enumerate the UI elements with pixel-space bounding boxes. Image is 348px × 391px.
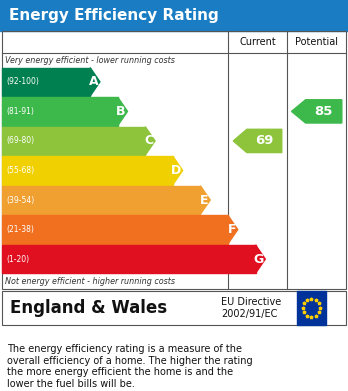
Text: (81-91): (81-91)	[6, 107, 34, 116]
Text: EU Directive
2002/91/EC: EU Directive 2002/91/EC	[221, 297, 281, 319]
Text: The energy efficiency rating is a measure of the
overall efficiency of a home. T: The energy efficiency rating is a measur…	[7, 344, 253, 389]
Text: F: F	[228, 223, 236, 236]
Text: Current: Current	[239, 37, 276, 47]
Text: (55-68): (55-68)	[6, 166, 34, 175]
Text: A: A	[88, 75, 98, 88]
Bar	[2, 97, 118, 126]
Bar	[2, 291, 346, 325]
Bar	[2, 31, 346, 289]
Bar	[2, 245, 255, 273]
Text: B: B	[116, 105, 126, 118]
Text: C: C	[144, 135, 153, 147]
Text: G: G	[253, 253, 263, 265]
Polygon shape	[90, 68, 100, 96]
Polygon shape	[233, 129, 282, 152]
Text: (39-54): (39-54)	[6, 196, 34, 204]
Polygon shape	[292, 100, 342, 123]
Polygon shape	[255, 245, 265, 273]
Bar	[2, 215, 228, 244]
Text: Potential: Potential	[295, 37, 338, 47]
Polygon shape	[173, 156, 183, 185]
Text: England & Wales: England & Wales	[10, 299, 168, 317]
Bar	[0, 0, 348, 31]
Text: 85: 85	[315, 105, 333, 118]
Polygon shape	[118, 97, 127, 126]
Text: (92-100): (92-100)	[6, 77, 39, 86]
Text: (1-20): (1-20)	[6, 255, 29, 264]
Polygon shape	[200, 186, 210, 214]
Text: (21-38): (21-38)	[6, 225, 34, 234]
Polygon shape	[228, 215, 238, 244]
Text: D: D	[171, 164, 181, 177]
Text: Not energy efficient - higher running costs: Not energy efficient - higher running co…	[5, 277, 175, 287]
Bar	[2, 186, 200, 214]
Text: 69: 69	[255, 135, 274, 147]
Bar	[297, 291, 326, 325]
Text: Very energy efficient - lower running costs: Very energy efficient - lower running co…	[5, 56, 175, 65]
Text: E: E	[200, 194, 208, 206]
Polygon shape	[145, 127, 155, 155]
Bar	[2, 156, 173, 185]
Text: (69-80): (69-80)	[6, 136, 34, 145]
Bar	[2, 68, 90, 96]
Bar	[2, 127, 145, 155]
Text: Energy Efficiency Rating: Energy Efficiency Rating	[9, 8, 219, 23]
